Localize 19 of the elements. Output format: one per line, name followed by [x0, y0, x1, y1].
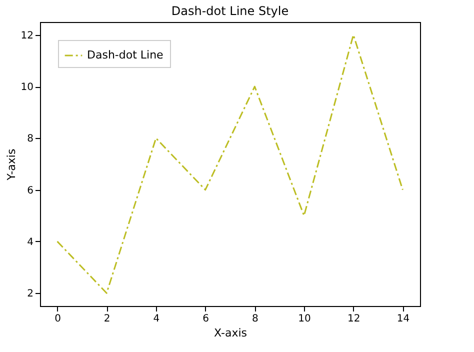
chart-title: Dash-dot Line Style — [171, 4, 289, 18]
x-tick-label: 14 — [396, 314, 410, 324]
x-tick-label: 4 — [153, 314, 160, 324]
x-axis-title: X-axis — [214, 326, 248, 340]
x-tick-label: 0 — [54, 314, 61, 324]
y-tick-label: 4 — [27, 236, 34, 248]
x-tick-label: 10 — [298, 314, 311, 324]
y-tick-label: 8 — [27, 134, 34, 145]
legend-label: Dash-dot Line — [87, 48, 164, 62]
x-tick-label: 2 — [104, 314, 110, 324]
x-tick-label: 12 — [348, 314, 360, 324]
y-axis-title: Y-axis — [4, 148, 18, 182]
line-series — [56, 34, 404, 294]
x-tick-label: 8 — [252, 314, 258, 324]
y-tick-label: 10 — [20, 82, 34, 94]
y-tick-label: 6 — [27, 185, 34, 196]
x-tick-label: 6 — [202, 314, 210, 324]
y-tick-label: 12 — [20, 30, 34, 42]
y-tick-label: 2 — [27, 288, 34, 300]
